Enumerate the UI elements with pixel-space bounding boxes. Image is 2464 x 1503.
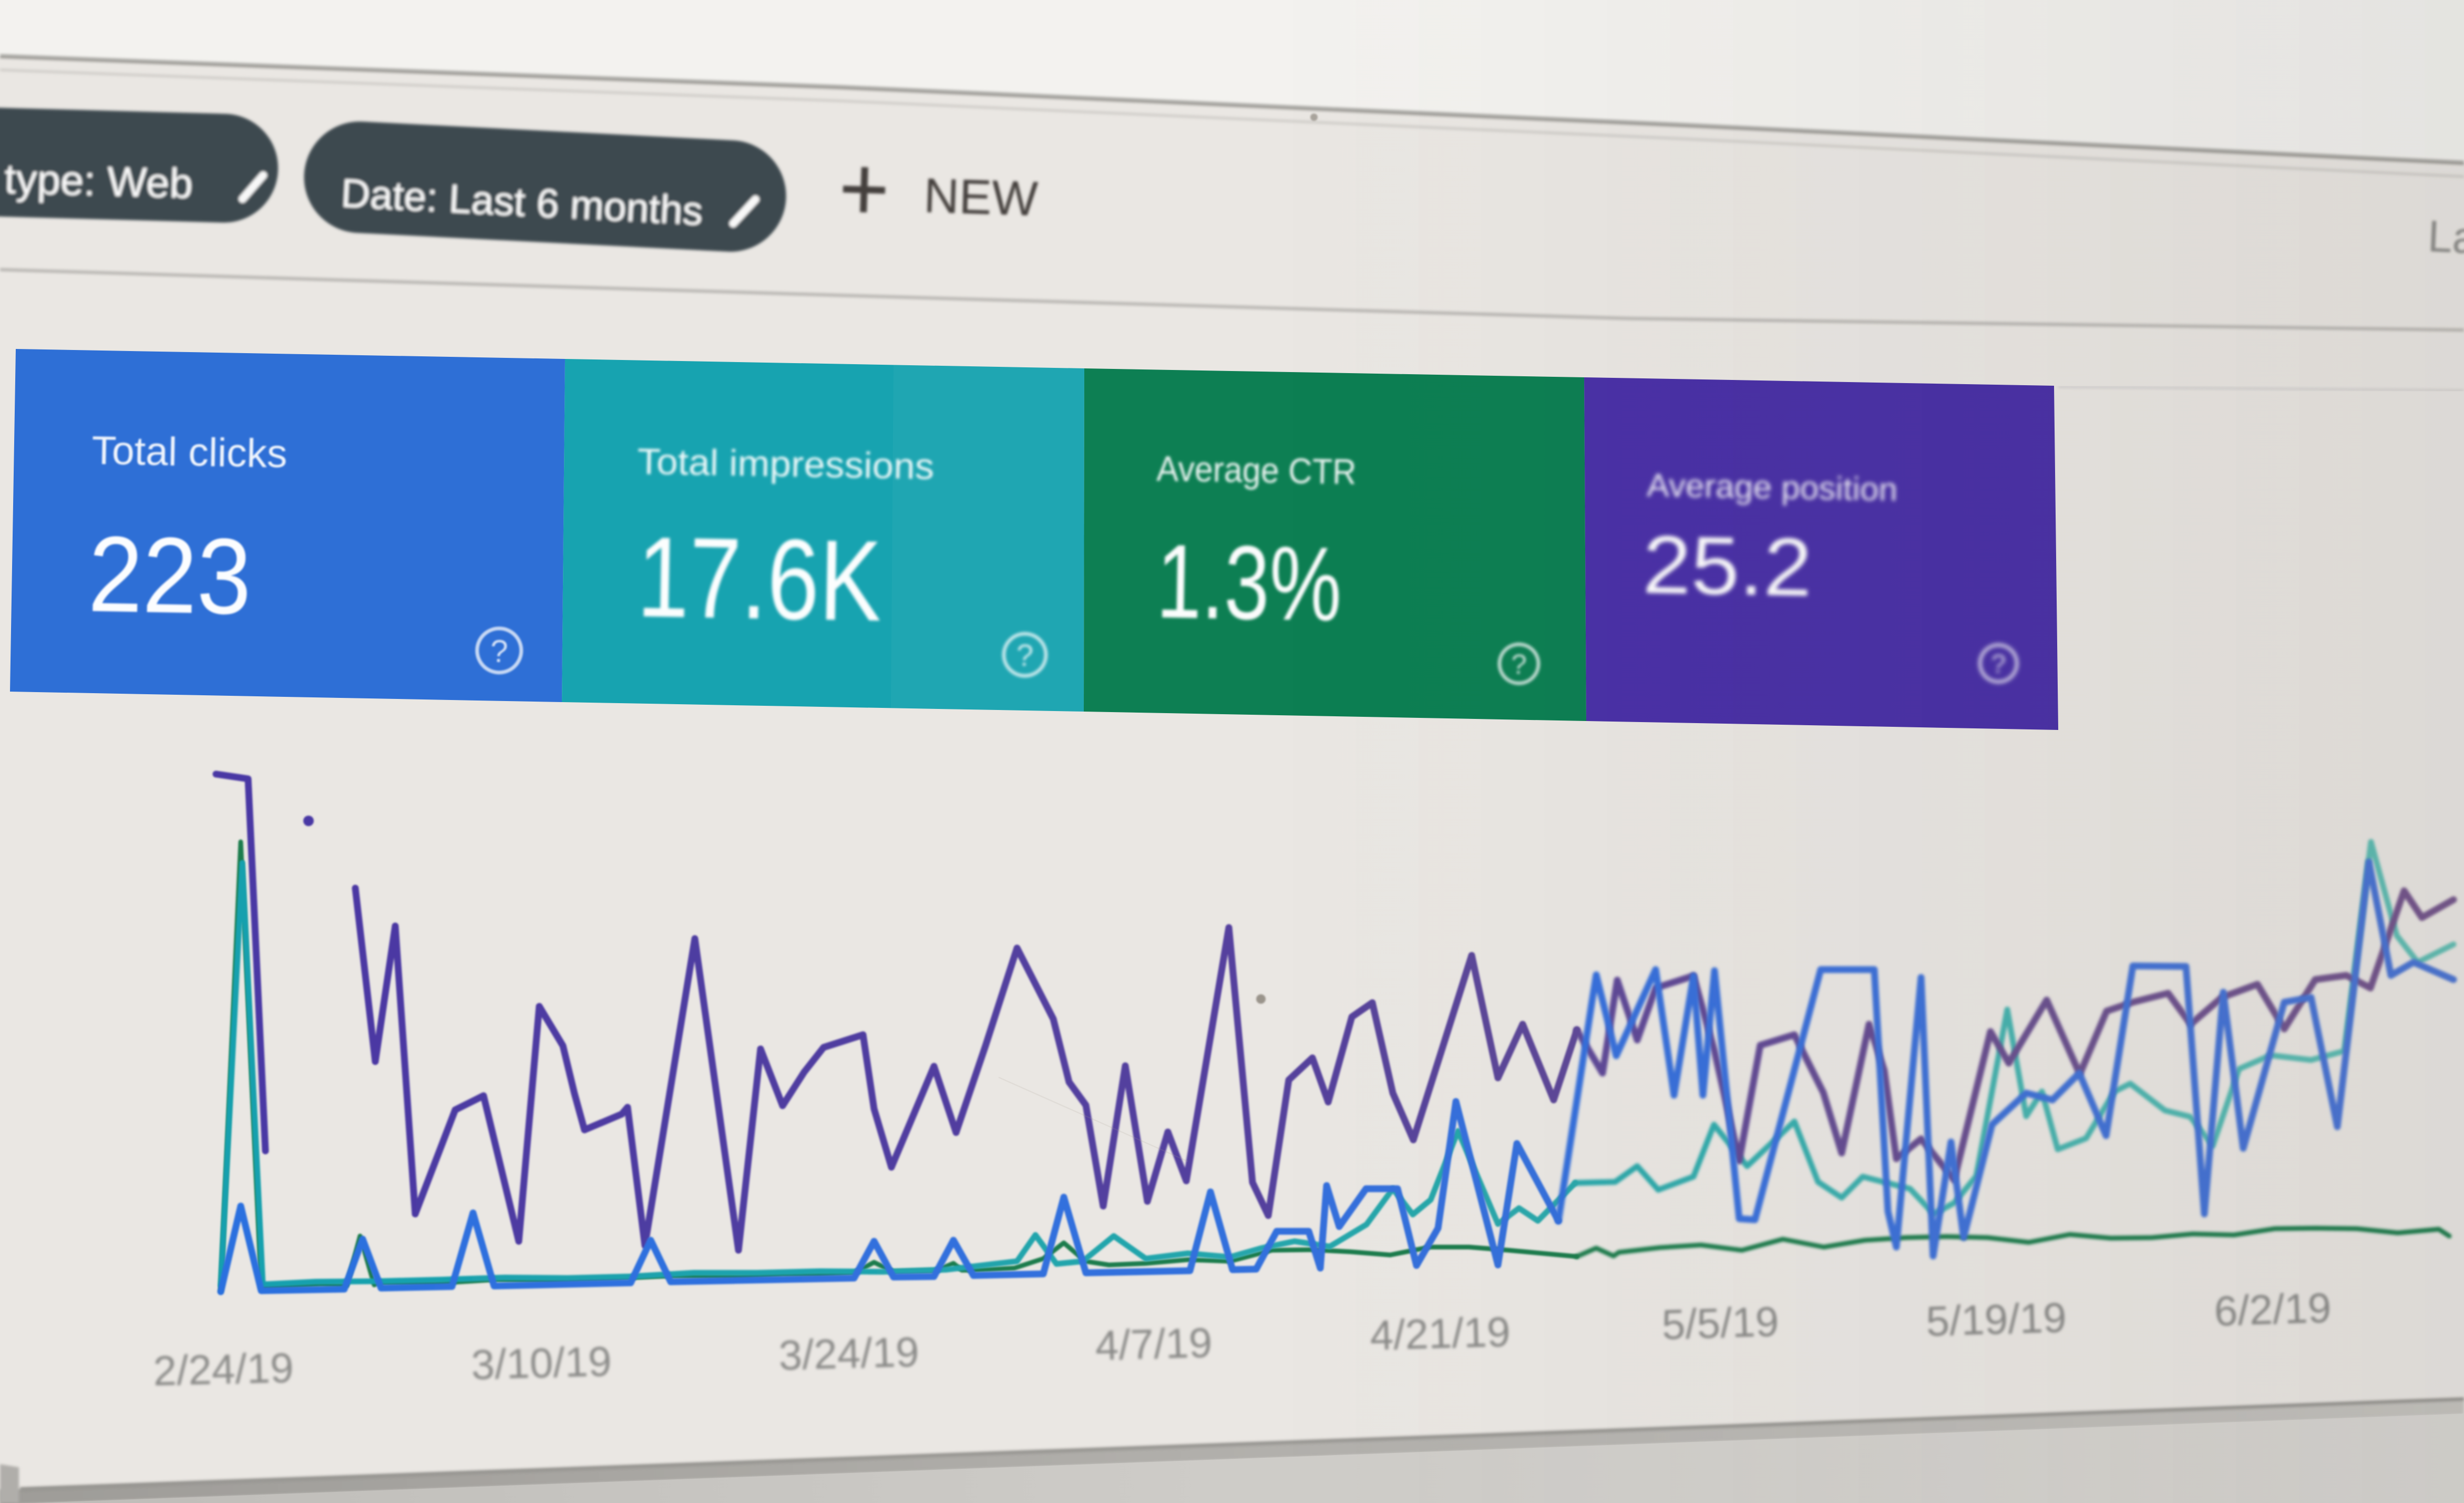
- svg-text:223: 223: [87, 514, 252, 637]
- svg-text:Total clicks: Total clicks: [91, 428, 288, 477]
- svg-text:NEW: NEW: [923, 168, 1039, 227]
- svg-text:4/7/19: 4/7/19: [1095, 1319, 1213, 1369]
- svg-text:?: ?: [1016, 639, 1033, 673]
- svg-text:3/24/19: 3/24/19: [778, 1329, 919, 1379]
- svg-text:2/24/19: 2/24/19: [153, 1344, 294, 1394]
- svg-text:?: ?: [490, 633, 508, 669]
- svg-text:17.6K: 17.6K: [636, 513, 882, 645]
- svg-text:type: Web: type: Web: [4, 155, 193, 207]
- svg-text:3/10/19: 3/10/19: [470, 1338, 612, 1388]
- svg-text:Total impressions: Total impressions: [637, 441, 935, 487]
